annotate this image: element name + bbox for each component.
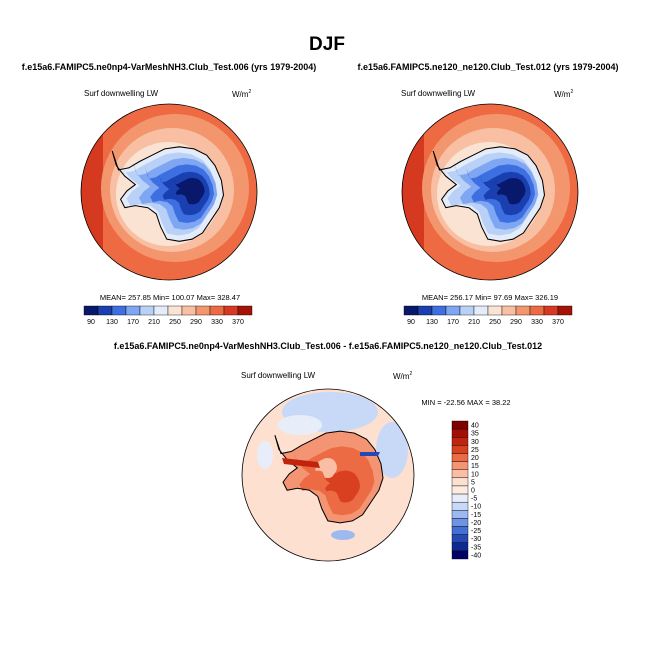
panel1-colorbar-box-8 bbox=[195, 305, 211, 316]
panel3-colorbar-box-5 bbox=[451, 461, 469, 470]
panel3-variable-label: Surf downwelling LW bbox=[241, 371, 316, 380]
panel2-map-border bbox=[401, 103, 579, 281]
panel3-colorbar-box-0 bbox=[451, 420, 469, 430]
panel1-stats: MEAN= 257.85 Min= 100.07 Max= 328.47 bbox=[100, 293, 240, 302]
panel3-colorbar-label: -25 bbox=[471, 528, 481, 535]
panel3-colorbar-label: 5 bbox=[471, 479, 475, 486]
panel3-colorbar-box-9 bbox=[451, 493, 469, 503]
panel2-colorbar-label: 90 bbox=[407, 319, 415, 326]
panel3-colorbar-label: 10 bbox=[471, 471, 479, 478]
panel1-colorbar-label: 330 bbox=[211, 319, 223, 326]
panel1-colorbar-box-5 bbox=[153, 305, 169, 316]
panel2-colorbar-box-10 bbox=[543, 305, 559, 316]
panel1-colorbar-label: 210 bbox=[148, 319, 160, 326]
panel2-colorbar: 90 130 170 210 250 290 330 370 bbox=[403, 305, 573, 326]
panel1-units-label: W/m2 bbox=[232, 89, 251, 99]
panel3-colorbar-box-7 bbox=[451, 477, 469, 487]
panel1-colorbar-box-6 bbox=[167, 305, 183, 316]
panel1-colorbar-box-9 bbox=[209, 305, 225, 316]
panel1-colorbar-label: 250 bbox=[169, 319, 181, 326]
panel3-colorbar-box-14 bbox=[451, 534, 469, 543]
panel3-colorbar-label: -10 bbox=[471, 504, 481, 511]
panel2-colorbar-box-2 bbox=[431, 305, 447, 316]
panel1-colorbar-label: 290 bbox=[190, 319, 202, 326]
panel2-colorbar-label: 370 bbox=[552, 319, 564, 326]
panel1-colorbar-label: 130 bbox=[106, 319, 118, 326]
panel1-colorbar-box-7 bbox=[181, 305, 197, 316]
panel1-colorbar-box-4 bbox=[139, 305, 155, 316]
panel2-colorbar-box-8 bbox=[515, 305, 531, 316]
panel2-colorbar-box-1 bbox=[417, 305, 433, 316]
panel2-colorbar-label: 290 bbox=[510, 319, 522, 326]
panel2-colorbar-box-6 bbox=[487, 305, 503, 316]
panel3-map bbox=[242, 389, 414, 561]
panel1-colorbar-box-0 bbox=[83, 305, 99, 316]
panel3-colorbar-box-16 bbox=[451, 550, 469, 560]
panel3-colorbar-label: 25 bbox=[471, 447, 479, 454]
panel1-map-border bbox=[80, 103, 258, 281]
panel1-case-title: f.e15a6.FAMIPC5.ne0np4-VarMeshNH3.Club_T… bbox=[22, 62, 316, 72]
panel2-case-title: f.e15a6.FAMIPC5.ne120_ne120.Club_Test.01… bbox=[358, 62, 619, 72]
panel2-colorbar-box-5 bbox=[473, 305, 489, 316]
panel2-colorbar-box-4 bbox=[459, 305, 475, 316]
panel1-colorbar-box-3 bbox=[125, 305, 141, 316]
panel1-colorbar-box-10 bbox=[223, 305, 239, 316]
panel2-colorbar-box-11 bbox=[557, 305, 573, 316]
panel3-colorbar-label: 30 bbox=[471, 439, 479, 446]
panel1-colorbar: 90 130 170 210 250 290 330 370 bbox=[83, 305, 253, 326]
panel3-colorbar-label: -20 bbox=[471, 520, 481, 527]
panel2-colorbar-label: 330 bbox=[531, 319, 543, 326]
panel1-colorbar-label: 170 bbox=[127, 319, 139, 326]
panel1-variable-label: Surf downwelling LW bbox=[84, 89, 159, 98]
panel3-colorbar-label: -5 bbox=[471, 496, 477, 503]
panel1-colorbar-label: 90 bbox=[87, 319, 95, 326]
panel3-colorbar-box-4 bbox=[451, 453, 469, 462]
panel3-colorbar-box-8 bbox=[451, 485, 469, 495]
panel3-colorbar-box-13 bbox=[451, 526, 469, 535]
panel3-colorbar-label: 40 bbox=[471, 423, 479, 430]
figure-suptitle: DJF bbox=[309, 34, 345, 55]
panel3-colorbar-label: -30 bbox=[471, 536, 481, 543]
panel2-variable-label: Surf downwelling LW bbox=[401, 89, 476, 98]
panel2-colorbar-label: 210 bbox=[468, 319, 480, 326]
panel3-colorbar-box-11 bbox=[451, 510, 469, 519]
panel1-colorbar-box-1 bbox=[97, 305, 113, 316]
panel3-map-border bbox=[241, 388, 415, 562]
panel3-colorbar-label: -35 bbox=[471, 544, 481, 551]
panel3-case-title: f.e15a6.FAMIPC5.ne0np4-VarMeshNH3.Club_T… bbox=[114, 341, 542, 351]
panel3-colorbar-label: -40 bbox=[471, 552, 481, 559]
panel3-colorbar-box-10 bbox=[451, 501, 469, 511]
panel2-colorbar-box-7 bbox=[501, 305, 517, 316]
panel2-colorbar-box-3 bbox=[445, 305, 461, 316]
panel3-colorbar-label: 0 bbox=[471, 488, 475, 495]
panel3-colorbar-box-6 bbox=[451, 469, 469, 479]
panel3-colorbar-box-3 bbox=[451, 445, 469, 454]
panel3-colorbar-label: 20 bbox=[471, 455, 479, 462]
panel1-map bbox=[81, 104, 257, 280]
panel2-map bbox=[402, 104, 578, 280]
panel3-colorbar-box-2 bbox=[451, 437, 469, 446]
panel3-colorbar-box-1 bbox=[451, 428, 469, 438]
panel3-colorbar-box-15 bbox=[451, 542, 469, 552]
panel1-colorbar-box-11 bbox=[237, 305, 253, 316]
panel2-stats: MEAN= 256.17 Min= 97.69 Max= 326.19 bbox=[422, 293, 558, 302]
panel1-colorbar-box-2 bbox=[111, 305, 127, 316]
panel3-colorbar-label: 15 bbox=[471, 463, 479, 470]
panel2-colorbar-label: 130 bbox=[426, 319, 438, 326]
panel3-colorbar-label: -15 bbox=[471, 512, 481, 519]
panel2-units-label: W/m2 bbox=[554, 89, 573, 99]
panel3-units-label: W/m2 bbox=[393, 371, 412, 381]
panel1-colorbar-label: 370 bbox=[232, 319, 244, 326]
panel2-colorbar-label: 250 bbox=[489, 319, 501, 326]
panel3-stats: MIN = -22.56 MAX = 38.22 bbox=[421, 398, 510, 407]
panel2-colorbar-box-0 bbox=[403, 305, 419, 316]
panel3-colorbar-label: 35 bbox=[471, 431, 479, 438]
panel2-colorbar-label: 170 bbox=[447, 319, 459, 326]
panel2-colorbar-box-9 bbox=[529, 305, 545, 316]
panel3-colorbar-box-12 bbox=[451, 518, 469, 527]
